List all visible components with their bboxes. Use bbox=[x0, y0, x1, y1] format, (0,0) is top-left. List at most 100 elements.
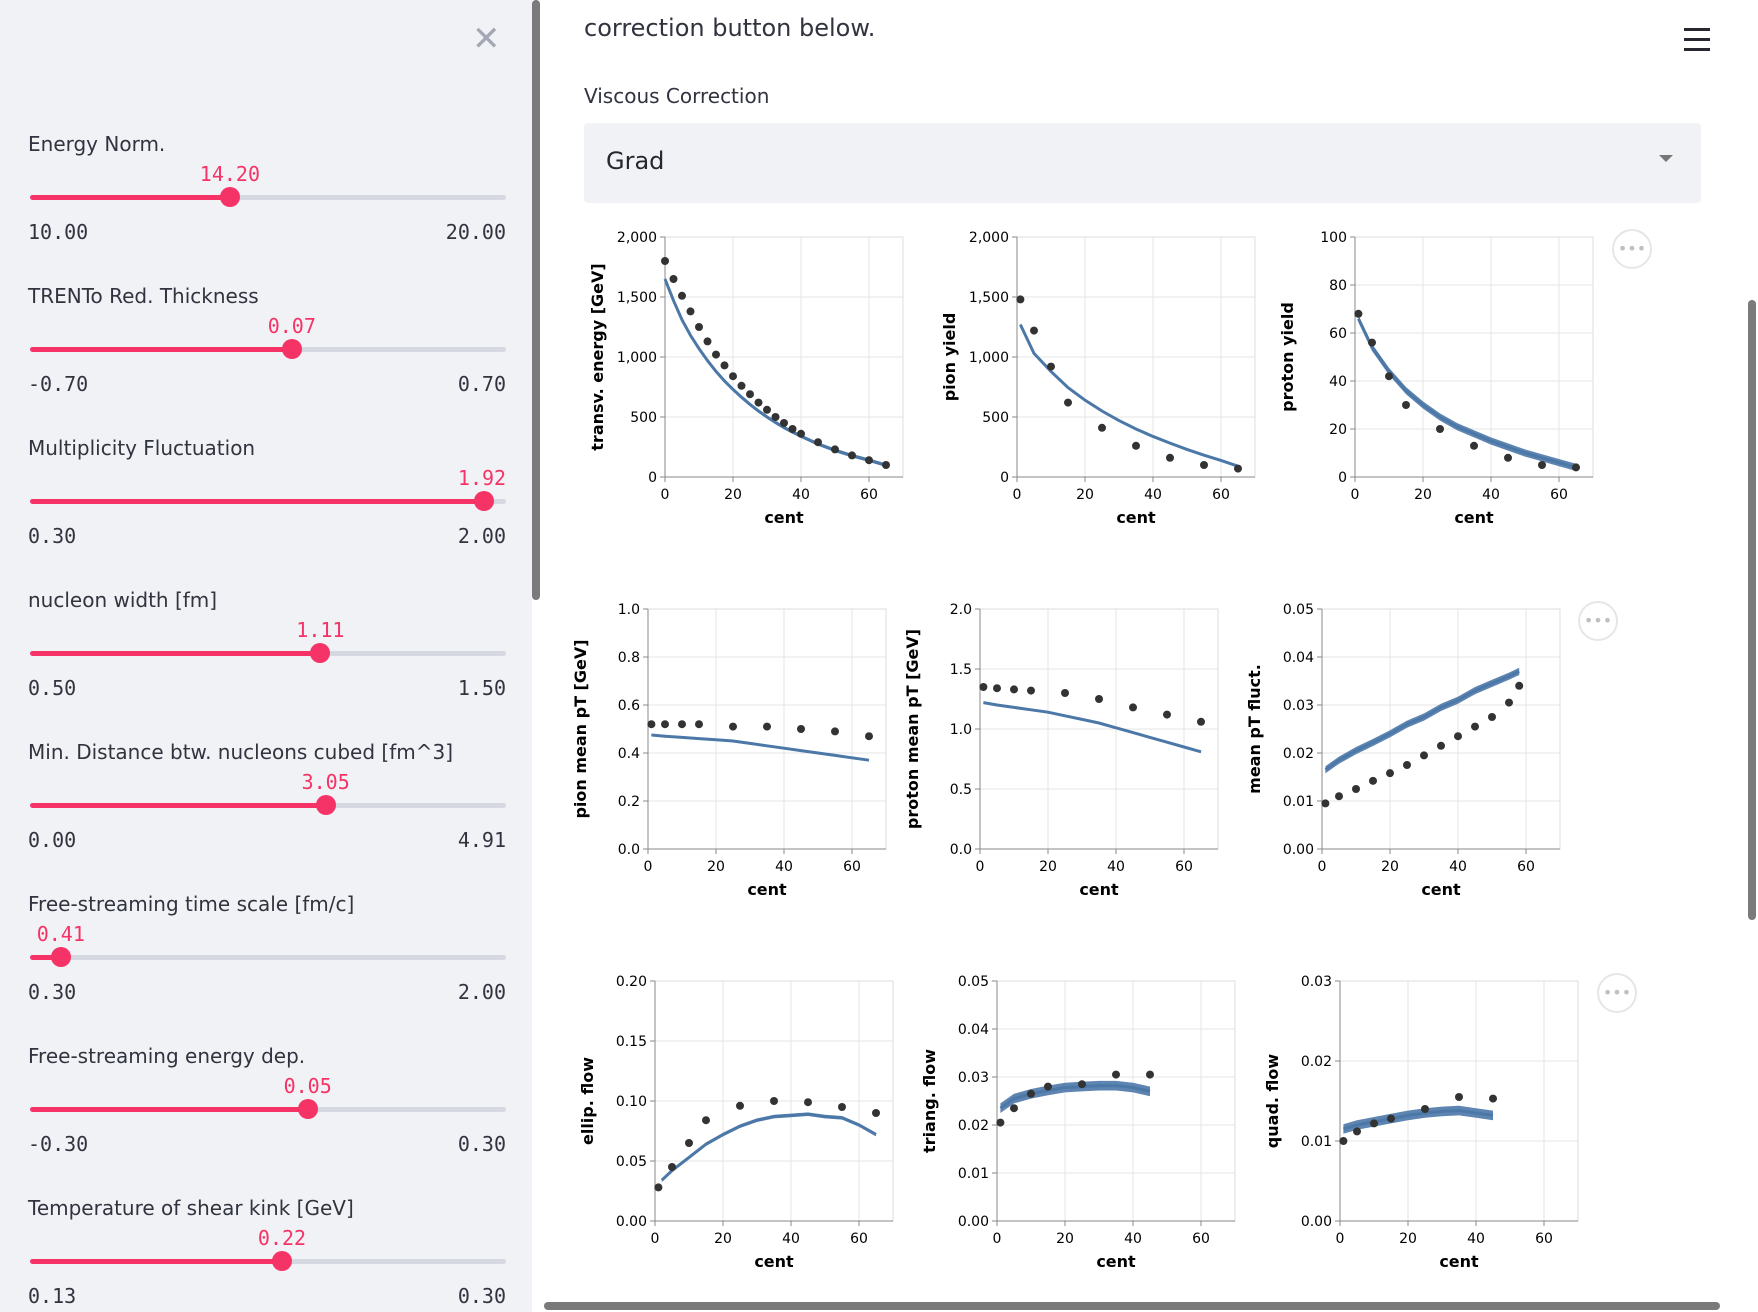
x-tick-label: 0 bbox=[1013, 487, 1022, 503]
vertical-scrollbar[interactable] bbox=[1748, 300, 1756, 920]
slider-fill bbox=[30, 1107, 308, 1112]
x-tick-label: 60 bbox=[1192, 1231, 1210, 1247]
viscous-correction-select[interactable]: Grad bbox=[584, 123, 1701, 203]
hamburger-menu-icon[interactable] bbox=[1684, 28, 1710, 52]
slider-track[interactable] bbox=[30, 795, 506, 815]
data-point bbox=[1044, 1082, 1052, 1091]
y-axis-title: proton mean pT [GeV] bbox=[903, 629, 922, 829]
y-axis-title: mean pT fluct. bbox=[1245, 664, 1264, 794]
slider-track[interactable] bbox=[30, 947, 506, 967]
slider: TRENTo Red. Thickness 0.07 -0.70 0.70 bbox=[28, 284, 506, 434]
select-value: Grad bbox=[606, 147, 665, 175]
slider-track[interactable] bbox=[30, 1251, 506, 1271]
y-tick-label: 0.00 bbox=[958, 1214, 989, 1230]
y-tick-label: 0.01 bbox=[1301, 1134, 1332, 1150]
horizontal-scrollbar[interactable] bbox=[544, 1302, 1720, 1310]
x-tick-label: 0 bbox=[1318, 859, 1327, 875]
model-band bbox=[661, 1112, 876, 1182]
y-tick-label: 0.6 bbox=[618, 698, 640, 714]
data-point bbox=[720, 361, 729, 370]
data-point bbox=[1353, 1127, 1361, 1136]
data-point bbox=[1505, 698, 1513, 707]
x-tick-label: 0 bbox=[651, 1231, 660, 1247]
data-point bbox=[1489, 1094, 1497, 1103]
slider-track[interactable] bbox=[30, 643, 506, 663]
slider-thumb[interactable] bbox=[281, 339, 302, 359]
y-axis-title: proton yield bbox=[1278, 302, 1297, 412]
data-point bbox=[979, 683, 988, 691]
y-tick-label: 1,500 bbox=[969, 290, 1009, 306]
data-point bbox=[1436, 425, 1444, 433]
y-tick-label: 0.05 bbox=[616, 1154, 647, 1170]
slider-track[interactable] bbox=[30, 1099, 506, 1119]
sidebar-scrollbar[interactable] bbox=[532, 0, 540, 600]
y-tick-label: 500 bbox=[630, 410, 657, 426]
y-tick-label: 0.8 bbox=[618, 650, 640, 666]
x-axis-title: cent bbox=[1079, 880, 1119, 899]
slider-fill bbox=[30, 499, 484, 504]
y-tick-label: 0.04 bbox=[1283, 650, 1314, 666]
data-point bbox=[788, 425, 797, 433]
slider-thumb[interactable] bbox=[310, 643, 331, 663]
slider-fill bbox=[30, 347, 292, 352]
slider: nucleon width [fm] 1.11 0.50 1.50 bbox=[28, 588, 506, 738]
slider-thumb[interactable] bbox=[219, 187, 240, 207]
x-tick-label: 40 bbox=[1449, 859, 1467, 875]
slider-value: 1.92 bbox=[457, 466, 507, 490]
data-point bbox=[661, 720, 669, 729]
slider-track[interactable] bbox=[30, 187, 506, 207]
slider-thumb[interactable] bbox=[297, 1099, 318, 1119]
x-tick-label: 40 bbox=[792, 487, 810, 503]
x-tick-label: 60 bbox=[1535, 1231, 1553, 1247]
ellipsis-icon[interactable]: ••• bbox=[1597, 973, 1637, 1013]
x-tick-label: 60 bbox=[1517, 859, 1535, 875]
slider-max: 0.70 bbox=[457, 372, 506, 396]
data-point bbox=[678, 291, 686, 300]
chart-8: 0.00 0.01 0.02 0.03 0.04 0.05 0 20 40 60 cent trian… bbox=[920, 974, 1236, 1271]
x-tick-label: 0 bbox=[661, 487, 670, 503]
chart-5: 0.0 0.5 1.0 1.5 2.0 0 20 40 60 cent proton mean pT… bbox=[903, 602, 1219, 899]
y-tick-label: 0.01 bbox=[1283, 794, 1314, 810]
model-line bbox=[651, 733, 870, 762]
slider-thumb[interactable] bbox=[50, 947, 71, 967]
x-tick-label: 40 bbox=[782, 1231, 800, 1247]
x-tick-label: 20 bbox=[724, 487, 742, 503]
x-axis-title: cent bbox=[747, 880, 787, 899]
y-tick-label: 20 bbox=[1329, 422, 1347, 438]
slider-label: Free-streaming energy dep. bbox=[28, 1044, 306, 1068]
slider-track[interactable] bbox=[30, 339, 506, 359]
slider-track[interactable] bbox=[30, 491, 506, 511]
data-point bbox=[848, 451, 856, 460]
slider-label: nucleon width [fm] bbox=[28, 588, 218, 612]
model-band bbox=[1020, 323, 1238, 468]
slider-thumb[interactable] bbox=[315, 795, 336, 815]
data-point bbox=[865, 732, 873, 741]
slider-max: 1.50 bbox=[457, 676, 506, 700]
x-tick-label: 60 bbox=[1212, 487, 1230, 503]
x-tick-label: 0 bbox=[976, 859, 985, 875]
data-point bbox=[1010, 685, 1018, 694]
y-tick-label: 0 bbox=[1000, 470, 1009, 486]
y-tick-label: 0.02 bbox=[958, 1118, 989, 1134]
slider-thumb[interactable] bbox=[473, 491, 494, 511]
y-axis-title: ellip. flow bbox=[578, 1057, 597, 1145]
y-tick-label: 2,000 bbox=[617, 230, 657, 246]
slider-value: 0.07 bbox=[267, 314, 316, 338]
y-axis-title: pion yield bbox=[940, 313, 959, 402]
plot-frame bbox=[996, 980, 1236, 1222]
x-tick-label: 40 bbox=[1124, 1231, 1142, 1247]
data-point bbox=[1488, 713, 1496, 721]
ellipsis-icon[interactable]: ••• bbox=[1578, 601, 1618, 641]
ellipsis-icon[interactable]: ••• bbox=[1612, 229, 1652, 269]
model-line bbox=[1342, 1109, 1494, 1131]
close-icon[interactable]: ✕ bbox=[472, 19, 501, 59]
data-point bbox=[763, 722, 771, 731]
slider-label: TRENTo Red. Thickness bbox=[28, 284, 259, 308]
data-point bbox=[1129, 703, 1137, 712]
data-point bbox=[1387, 1114, 1395, 1123]
slider: Temperature of shear kink [GeV] 0.22 0.13 0… bbox=[28, 1196, 506, 1312]
data-point bbox=[1385, 372, 1393, 381]
data-point bbox=[1421, 1105, 1429, 1113]
slider-thumb[interactable] bbox=[272, 1251, 292, 1271]
data-point bbox=[702, 1116, 710, 1125]
